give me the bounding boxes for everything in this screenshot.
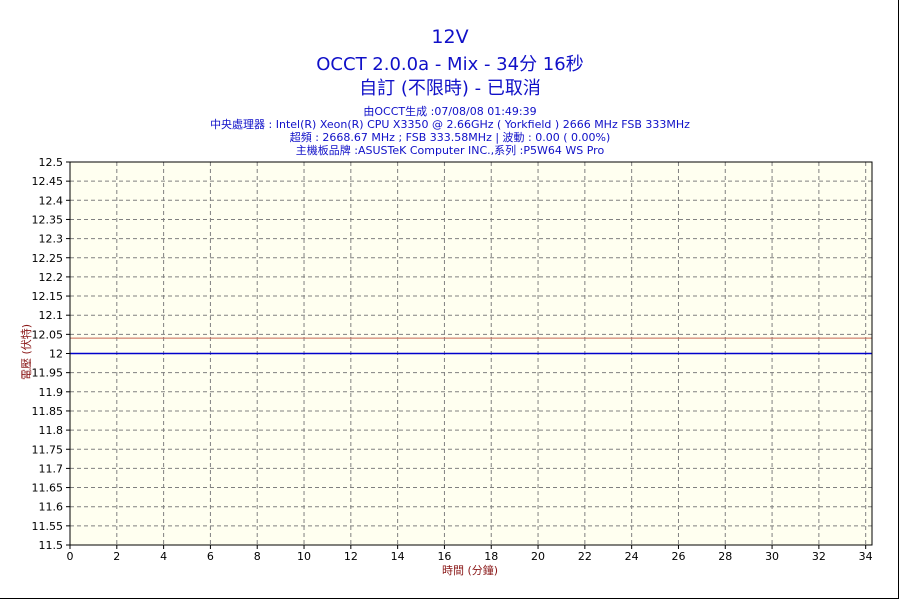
y-tick-label: 11.8 [39, 424, 64, 437]
info-generated: 由OCCT生成 :07/08/08 01:49:39 [363, 105, 537, 118]
y-tick-label: 12.2 [39, 271, 64, 284]
y-tick-label: 12.3 [39, 233, 64, 246]
x-tick-label: 28 [718, 550, 732, 563]
y-axis-label: 電壓 (伏特) [20, 323, 33, 381]
y-tick-label: 12 [49, 348, 63, 361]
x-tick-label: 26 [671, 550, 685, 563]
x-tick-label: 24 [625, 550, 639, 563]
y-tick-label: 12.4 [39, 194, 64, 207]
chart-title: 12V [431, 26, 469, 48]
x-tick-label: 14 [391, 550, 405, 563]
x-tick-label: 20 [531, 550, 545, 563]
x-tick-label: 30 [765, 550, 779, 563]
y-tick-label: 12.05 [32, 328, 64, 341]
info-motherboard: 主機板品牌 :ASUSTeK Computer INC.,系列 :P5W64 W… [295, 144, 605, 157]
chart-subtitle: OCCT 2.0.0a - Mix - 34分 16秒 [316, 54, 584, 75]
y-tick-label: 11.9 [39, 386, 64, 399]
y-tick-label: 12.25 [32, 252, 64, 265]
x-tick-label: 10 [297, 550, 311, 563]
x-tick-label: 16 [437, 550, 451, 563]
y-tick-label: 11.65 [32, 482, 64, 495]
chart-status: 自訂 (不限時) - 已取消 [359, 78, 541, 99]
y-tick-label: 12.35 [32, 213, 64, 226]
x-tick-label: 34 [859, 550, 873, 563]
x-tick-label: 32 [812, 550, 826, 563]
y-tick-label: 11.85 [32, 405, 64, 418]
y-tick-label: 11.75 [32, 443, 64, 456]
x-tick-label: 4 [160, 550, 167, 563]
y-tick-label: 12.1 [39, 309, 64, 322]
plot-border [69, 161, 873, 546]
y-tick-label: 11.55 [32, 520, 64, 533]
x-tick-label: 18 [484, 550, 498, 563]
x-tick-label: 8 [254, 550, 261, 563]
y-tick-label: 11.95 [32, 367, 64, 380]
y-tick-label: 11.5 [39, 539, 64, 552]
y-tick-label: 12.5 [39, 156, 64, 169]
y-tick-label: 11.7 [39, 462, 64, 475]
info-overclock: 超頻 : 2668.67 MHz ; FSB 333.58MHz | 波動 : … [289, 131, 611, 144]
y-tick-label: 12.15 [32, 290, 64, 303]
x-tick-label: 6 [207, 550, 214, 563]
y-tick-label: 11.6 [39, 501, 64, 514]
info-cpu: 中央處理器 : Intel(R) Xeon(R) CPU X3350 @ 2.6… [210, 118, 690, 131]
x-tick-label: 22 [578, 550, 592, 563]
x-axis-label: 時間 (分鐘) [441, 564, 499, 577]
x-tick-label: 12 [344, 550, 358, 563]
y-tick-label: 12.45 [32, 175, 64, 188]
x-tick-label: 0 [67, 550, 74, 563]
x-tick-label: 2 [113, 550, 120, 563]
